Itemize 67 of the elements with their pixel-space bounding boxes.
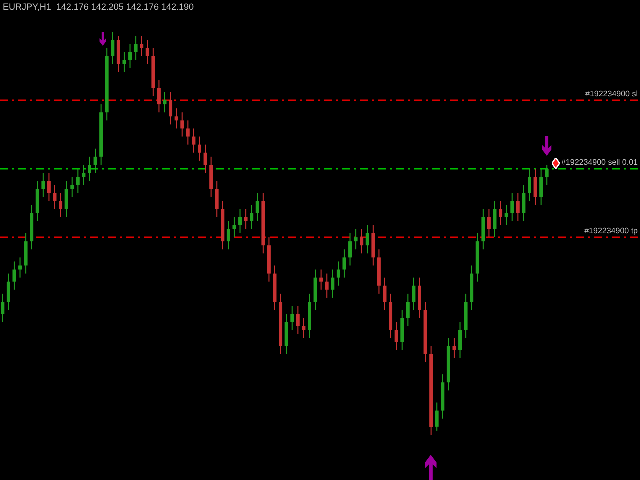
candlestick [296,306,300,335]
candlestick [140,36,144,57]
candlestick [53,184,57,210]
ref-line-label: #192234900 sell 0.01 [561,158,639,168]
candlestick [348,233,352,266]
candlestick [458,322,462,359]
candlestick [70,176,74,198]
candlestick [169,92,173,126]
candlestick [1,293,5,323]
candlestick [82,164,86,186]
candlestick [128,44,132,69]
candlestick [146,40,150,65]
candlestick [174,108,178,130]
candlestick [232,216,236,238]
candlestick [215,180,219,218]
candlestick [244,208,248,230]
candlestick [186,120,190,146]
candlestick [6,273,10,311]
candlestick [452,338,456,359]
candlestick [360,228,364,254]
candlestick [545,164,549,186]
candlestick [522,184,526,222]
candlestick [435,402,439,432]
candlestick [59,192,63,218]
candlestick [516,192,520,222]
candlestick [528,168,532,202]
candlestick [192,128,196,154]
candlestick [534,168,538,206]
candlestick [331,269,335,298]
candlestick [510,192,514,222]
candlestick [354,228,358,250]
candlestick [256,192,260,222]
candlestick [42,172,46,198]
candlestick [394,322,398,351]
candlestick [325,273,329,298]
ref-line-label: #192234900 tp [584,226,639,236]
candlestick [12,261,16,290]
ref-line-label: #192234900 sl [586,90,638,99]
candlestick [320,269,324,290]
candlestick [238,208,242,234]
chart-title: EURJPY,H1 142.176 142.205 142.176 142.190 [3,2,194,12]
candlestick [157,80,161,114]
candlestick [47,172,51,202]
candlestick [64,180,68,218]
candlestick [250,204,254,230]
candlestick [94,148,98,174]
candlestick [204,144,208,174]
candlestick [406,293,410,327]
candlestick [180,112,184,138]
candlestick [487,208,491,238]
candlestick [76,168,80,194]
candlestick [302,318,306,339]
candlestick [88,156,92,182]
candlestick [198,136,202,162]
candlestick [342,249,346,278]
candlestick [134,36,138,61]
candlestick [290,306,294,331]
candlestick [226,220,230,250]
candlestick [366,224,370,254]
candlestick [336,261,340,286]
candlestick [18,257,22,278]
candlestick [111,32,115,65]
candlestick [540,168,544,206]
candlestick [122,52,126,73]
candlestick [504,204,508,226]
candlestick [412,277,416,311]
candlestick [499,200,503,226]
